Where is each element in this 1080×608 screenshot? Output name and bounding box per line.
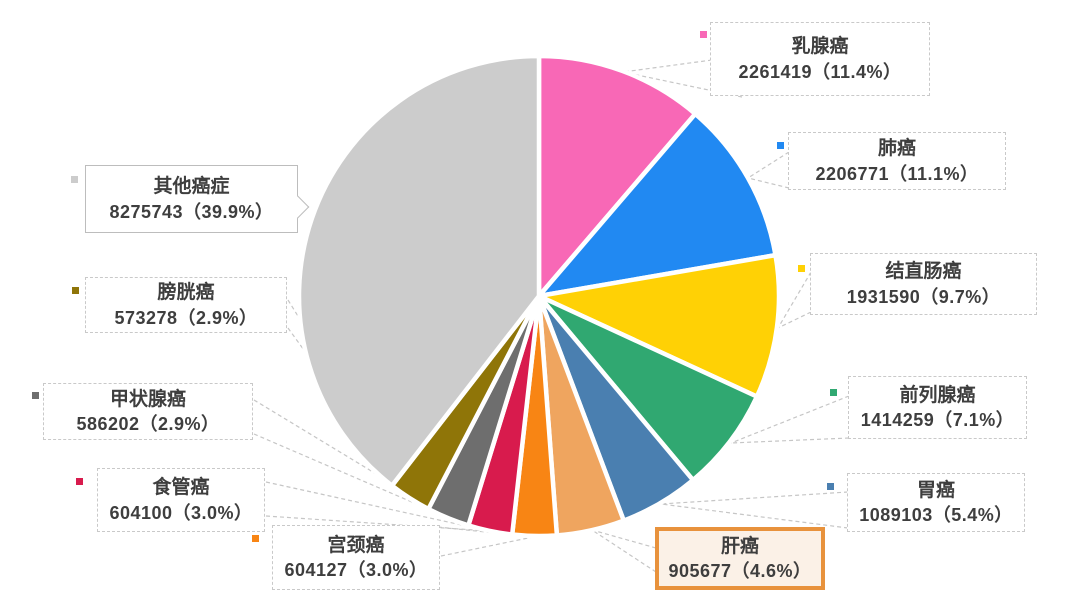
- slice-name: 膀胱癌: [157, 282, 215, 304]
- series-marker-colorectal-cancer: [798, 265, 805, 272]
- label-box-cervical-cancer: 宫颈癌 604127（3.0%）: [272, 525, 440, 590]
- pie-slice-2: [531, 252, 782, 400]
- slice-name: 其他癌症: [153, 176, 230, 198]
- series-marker-cervical-cancer: [252, 535, 259, 542]
- slice-value: 1089103（5.4%）: [859, 505, 1013, 526]
- label-box-lung-cancer: 肺癌 2206771（11.1%）: [788, 132, 1006, 190]
- slice-name: 乳腺癌: [791, 36, 849, 58]
- slice-value: 586202（2.9%）: [76, 414, 220, 435]
- leader-line: [265, 515, 490, 532]
- slice-value: 2261419（11.4%）: [738, 61, 902, 82]
- slice-value: 604100（3.0%）: [109, 502, 253, 523]
- leader-line: [777, 271, 812, 329]
- label-box-bladder-cancer: 膀胱癌 573278（2.9%）: [85, 277, 287, 333]
- slice-name: 甲状腺癌: [109, 388, 186, 410]
- slice-value: 2206771（11.1%）: [815, 163, 979, 184]
- series-marker-bladder-cancer: [72, 287, 79, 294]
- series-marker-other-cancers: [71, 176, 78, 183]
- slice-value: 1414259（7.1%）: [860, 410, 1015, 431]
- slice-name: 前列腺癌: [899, 384, 976, 406]
- leader-line: [591, 529, 657, 573]
- series-marker-esophageal-cancer: [76, 478, 83, 485]
- series-marker-stomach-cancer: [827, 483, 834, 490]
- leader-line: [440, 536, 534, 557]
- label-box-colorectal-cancer: 结直肠癌 1931590（9.7%）: [810, 253, 1037, 315]
- slice-name: 肺癌: [877, 138, 916, 160]
- leader-line: [622, 59, 713, 73]
- leader-line: [777, 311, 812, 329]
- label-box-other-cancers: 其他癌症 8275743（39.9%）: [85, 165, 310, 233]
- leader-line: [622, 71, 743, 98]
- pie-slice-0: [536, 53, 699, 303]
- leader-line: [730, 437, 850, 444]
- leader-line: [660, 503, 849, 529]
- pie-slice-1: [533, 110, 779, 300]
- series-marker-prostate-cancer: [830, 389, 837, 396]
- slice-value: 1931590（9.7%）: [846, 286, 1001, 307]
- leader-line: [591, 529, 657, 549]
- slice-name: 结直肠癌: [885, 261, 962, 283]
- pie-slice-10: [296, 53, 542, 489]
- label-box-breast-cancer: 乳腺癌 2261419（11.4%）: [710, 22, 930, 96]
- label-box-stomach-cancer: 胃癌 1089103（5.4%）: [847, 473, 1025, 532]
- leader-line: [747, 151, 790, 179]
- slice-value: 604127（3.0%）: [284, 560, 428, 581]
- label-box-liver-cancer-highlighted: 肝癌 905677（4.6%）: [655, 527, 825, 590]
- leader-line: [660, 491, 849, 505]
- slice-value: 905677（4.6%）: [668, 561, 812, 582]
- label-box-thyroid-cancer: 甲状腺癌 586202（2.9%）: [43, 383, 253, 440]
- slice-name: 食管癌: [152, 477, 210, 499]
- slice-value: 573278（2.9%）: [114, 307, 258, 328]
- leader-line: [265, 481, 490, 532]
- series-marker-breast-cancer: [700, 31, 707, 38]
- leader-line: [730, 395, 850, 444]
- series-marker-thyroid-cancer: [32, 392, 39, 399]
- slice-value: 8275743（39.9%）: [109, 201, 274, 222]
- leader-line: [747, 177, 790, 189]
- slice-name: 宫颈癌: [327, 534, 385, 556]
- slice-name: 肝癌: [720, 535, 759, 557]
- label-box-prostate-cancer: 前列腺癌 1414259（7.1%）: [848, 376, 1027, 439]
- series-marker-lung-cancer: [777, 142, 784, 149]
- slice-name: 胃癌: [916, 479, 955, 501]
- label-box-esophageal-cancer: 食管癌 604100（3.0%）: [97, 468, 265, 532]
